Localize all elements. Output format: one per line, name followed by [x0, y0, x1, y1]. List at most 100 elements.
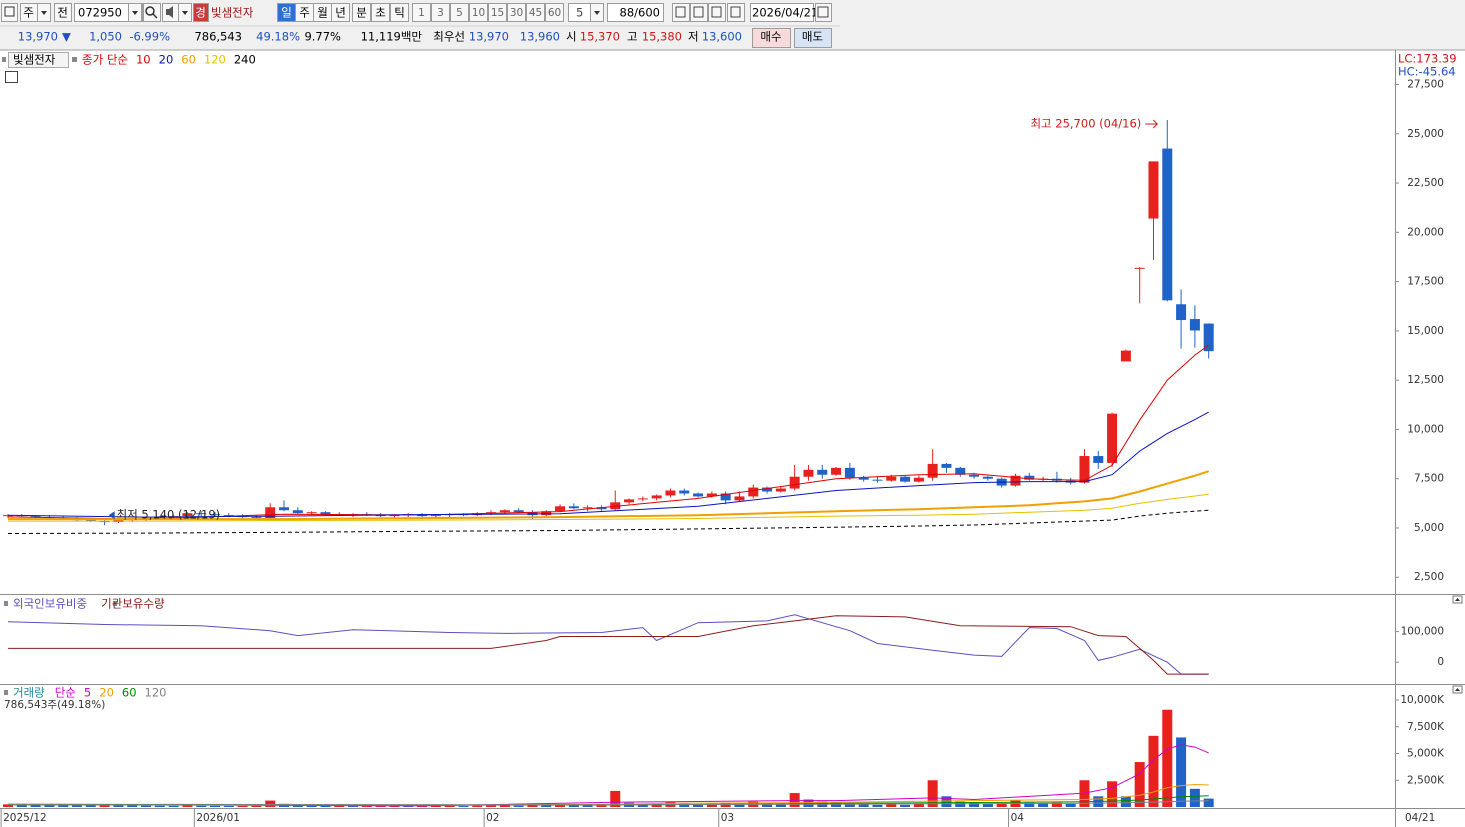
button[interactable] — [390, 3, 409, 22]
x-tick-label: 03 — [721, 812, 734, 824]
quote-bid: 13,960 — [520, 30, 560, 44]
y-tick-label: 7,500K — [1407, 721, 1445, 733]
candle-body — [1162, 148, 1173, 301]
quote-amount: 11,119백만 — [361, 30, 423, 44]
volume-bar — [499, 805, 510, 807]
candle-body — [1107, 413, 1118, 463]
quote-buy: 매수 — [760, 30, 781, 44]
window-icon[interactable] — [1, 3, 18, 22]
candle-body — [1134, 267, 1145, 269]
volume-bar — [486, 805, 497, 807]
candle-body — [734, 496, 745, 501]
candle-body — [30, 516, 41, 518]
dropdown-arrow — [182, 11, 188, 15]
volume-bar — [610, 790, 621, 807]
candle-body — [1024, 475, 1035, 480]
period: 틱 — [394, 6, 405, 20]
candle-body — [223, 515, 234, 517]
quote-price: 13,970 — [18, 30, 58, 44]
volume-bar — [154, 805, 165, 807]
button[interactable] — [545, 3, 564, 22]
quote-low: 13,600 — [702, 30, 742, 44]
legend-entry: 240 — [234, 53, 256, 67]
market-badge[interactable] — [193, 3, 209, 22]
legend-entry: 60 — [122, 686, 137, 700]
code-type: 주 — [23, 6, 34, 20]
volume-bar — [734, 803, 745, 807]
tool-button[interactable] — [708, 3, 726, 22]
minute: 30 — [510, 7, 523, 19]
icon-glyph — [4, 6, 15, 17]
period: 월 — [317, 6, 328, 20]
button[interactable] — [450, 3, 469, 22]
legend-marker — [4, 601, 8, 606]
button[interactable] — [412, 3, 431, 22]
volume-bar — [582, 805, 593, 807]
tool-icon — [711, 6, 722, 18]
candle-body — [610, 502, 621, 510]
tool-button[interactable] — [727, 3, 745, 22]
volume-bar — [348, 806, 359, 808]
buy-button[interactable] — [752, 28, 791, 48]
sell-button[interactable] — [794, 28, 832, 48]
volume-bar — [223, 805, 234, 807]
hc-label: HC:-45.64 — [1398, 65, 1456, 79]
volume-bar — [292, 805, 303, 807]
volume-bar — [982, 803, 993, 807]
settings-icon — [5, 71, 18, 83]
button[interactable] — [331, 3, 350, 22]
candle-body — [85, 520, 96, 522]
date-input[interactable] — [750, 3, 814, 22]
candle-body — [872, 479, 883, 481]
quote-low-label: 저 — [688, 30, 699, 44]
volume-bar — [1065, 803, 1076, 807]
volume-bar — [858, 804, 869, 807]
button[interactable] — [469, 3, 488, 22]
button[interactable] — [431, 3, 450, 22]
quote-sell: 매도 — [802, 30, 823, 44]
button[interactable] — [352, 3, 371, 22]
volume-bar — [306, 805, 317, 807]
button[interactable] — [507, 3, 526, 22]
button[interactable] — [488, 3, 507, 22]
volume-bar — [99, 804, 110, 807]
volume-bar — [127, 805, 138, 807]
volume-bar — [361, 806, 372, 808]
legend-ma-label: 종가 단순 — [82, 53, 128, 67]
quote-ask: 13,970 — [469, 30, 509, 44]
line-series — [7, 411, 1209, 518]
candle-body — [900, 476, 911, 482]
volume-bar — [568, 805, 579, 807]
line-series — [7, 614, 1209, 675]
candle-body — [596, 507, 607, 510]
calendar-icon — [817, 6, 829, 18]
candle-body — [430, 515, 441, 517]
candle-body — [1189, 319, 1200, 331]
volume-bar — [1038, 803, 1049, 807]
code-input[interactable] — [74, 3, 143, 22]
legend-entry: 120 — [204, 53, 226, 67]
volume-bar — [1203, 798, 1214, 807]
candle-body — [306, 512, 317, 514]
candle-body — [389, 515, 400, 517]
tool-button[interactable] — [690, 3, 708, 22]
candle-body — [789, 476, 800, 489]
y-tick-label: 10,000K — [1400, 694, 1445, 706]
candle-body — [803, 469, 814, 477]
count-input[interactable] — [607, 3, 664, 22]
legend-entry: 외국인보유비중 — [13, 597, 87, 611]
period: 일 — [281, 6, 292, 20]
volume-bar — [1079, 780, 1090, 807]
volume-bar — [1134, 762, 1145, 807]
volume-bar — [596, 805, 607, 807]
tool-button[interactable] — [672, 3, 690, 22]
sound-icon — [166, 6, 173, 18]
button[interactable] — [526, 3, 545, 22]
button[interactable] — [371, 3, 390, 22]
x-tick-label: 02 — [486, 812, 499, 824]
dropdown-arrow — [594, 11, 600, 15]
legend-title: 빛샘전자 — [13, 53, 56, 67]
quote-change: 1,050 — [89, 30, 122, 44]
button[interactable] — [54, 3, 72, 22]
